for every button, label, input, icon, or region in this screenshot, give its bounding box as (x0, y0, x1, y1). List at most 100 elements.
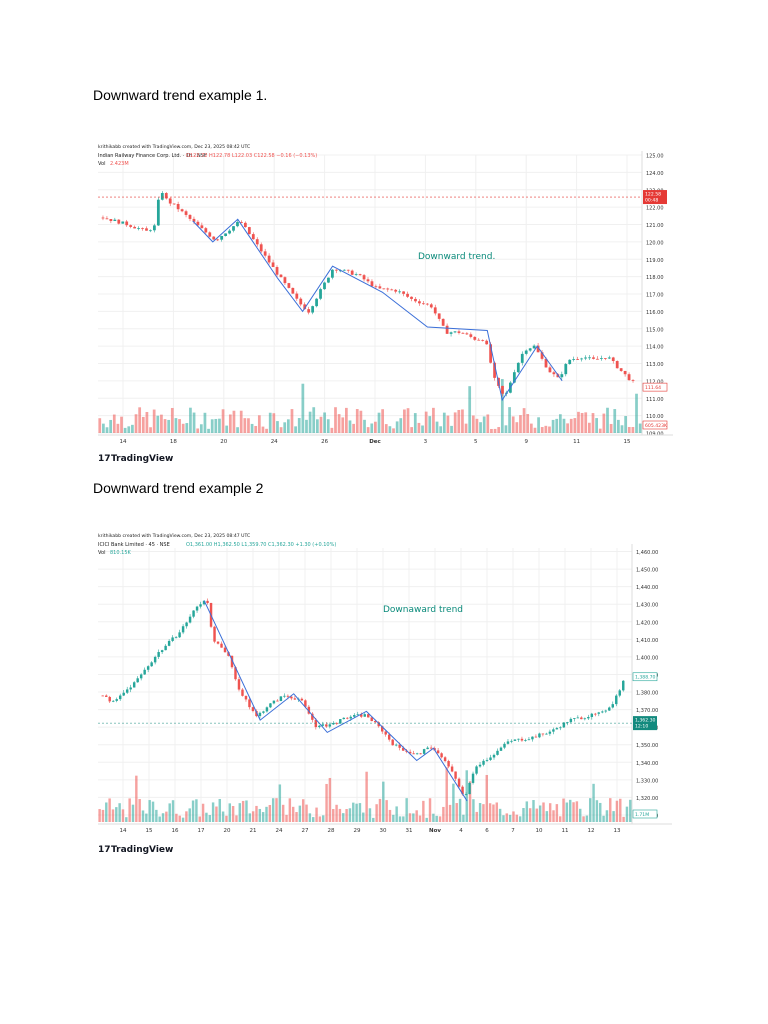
volume-bar (195, 799, 198, 822)
candle-body (478, 764, 482, 767)
candle-body (524, 350, 528, 354)
candle-body (568, 359, 572, 365)
volume-bar (315, 807, 318, 822)
x-tick-label: 9 (524, 439, 528, 445)
candle-body (216, 239, 220, 241)
volume-bar (525, 801, 529, 822)
candle-body (516, 362, 520, 373)
volume-bar (228, 803, 231, 822)
volume-bar (624, 416, 627, 433)
x-tick-label: 26 (321, 439, 328, 445)
volume-bar (203, 412, 207, 433)
candle-body (406, 293, 409, 297)
candle-body (384, 731, 387, 735)
candle-body (160, 193, 164, 200)
candle-body (258, 712, 262, 717)
candle-body (121, 221, 125, 224)
candle-body (160, 650, 164, 653)
candle-body (290, 696, 293, 699)
candle-body (370, 717, 373, 722)
volume-bar (490, 428, 493, 433)
candle-body (115, 699, 118, 701)
candle-body (564, 364, 568, 375)
chart-1: 125.00124.00123.00122.00121.00120.00119.… (93, 141, 673, 466)
volume-bar (192, 412, 196, 433)
candle-body (453, 331, 457, 333)
x-tick-label: 28 (328, 828, 335, 834)
volume-bar (152, 409, 156, 433)
volume-bar (189, 407, 192, 433)
candle-body (168, 198, 172, 204)
candle-body (279, 696, 283, 701)
volume-bar (388, 426, 392, 433)
candle-body (247, 227, 251, 235)
candle-body (232, 226, 235, 231)
volume-bar (281, 804, 285, 822)
volume-bar (395, 421, 399, 433)
volume-bar (627, 426, 631, 433)
candle-body (386, 288, 390, 290)
y-tick-label: 1,410.00 (636, 638, 658, 644)
volume-bar (595, 418, 598, 433)
candle-body (485, 759, 489, 761)
candle-body (146, 666, 150, 670)
candle-body (149, 230, 152, 232)
candle-body (220, 235, 224, 240)
volume-bar (101, 809, 105, 822)
volume-bar (482, 804, 485, 822)
candle-body (552, 729, 555, 732)
candle-body (512, 372, 516, 383)
candle-body (334, 269, 338, 271)
y-tick-label: 111.00 (646, 397, 664, 403)
volume-bar (174, 418, 178, 433)
candle-body (136, 678, 139, 683)
candle-body (244, 695, 248, 700)
creator-line: krithikabb created with TradingView.com,… (98, 533, 250, 539)
volume-bar (384, 424, 388, 433)
candle-body (496, 750, 499, 755)
candle-body (541, 733, 545, 735)
price-tag: 122.58 (645, 192, 661, 198)
volume-bar (515, 422, 519, 433)
candle-body (611, 704, 614, 708)
volume-bar (505, 813, 509, 822)
volume-bar (214, 418, 218, 433)
candle-body (482, 760, 485, 765)
candle-body (129, 687, 132, 690)
volume-bar (410, 427, 414, 433)
candle-body (174, 637, 178, 639)
candle-body (493, 362, 496, 378)
volume-bar (298, 805, 302, 822)
volume-bar (592, 783, 595, 822)
volume-bar (392, 814, 395, 822)
candle-body (548, 731, 552, 734)
volume-bar (318, 816, 322, 822)
y-tick-label: 1,350.00 (636, 743, 658, 749)
candle-body (457, 778, 461, 787)
volume-bar (138, 799, 141, 822)
y-tick-label: 1,380.00 (636, 691, 658, 697)
volume-bar (458, 798, 462, 822)
candle-body (223, 647, 227, 653)
candle-body (437, 313, 441, 319)
candle-body (367, 714, 370, 718)
candle-body (172, 203, 176, 205)
candle-body (137, 228, 140, 230)
y-tick-label: 1,420.00 (636, 620, 658, 626)
candle-body (101, 217, 105, 219)
candle-body (499, 747, 503, 751)
volume-bar (210, 419, 214, 433)
volume-bar (128, 798, 131, 822)
y-tick-label: 116.00 (646, 310, 664, 316)
candle-body (335, 722, 339, 724)
volume-bar (551, 419, 555, 433)
volume-bar (185, 811, 188, 822)
volume-bar (629, 799, 632, 822)
candle-body (354, 274, 358, 275)
volume-bar (485, 774, 488, 822)
volume-bar (232, 410, 236, 433)
trendline (192, 218, 563, 402)
volume-bar (548, 803, 552, 822)
volume-bar (382, 781, 385, 822)
candle-body (414, 298, 417, 302)
